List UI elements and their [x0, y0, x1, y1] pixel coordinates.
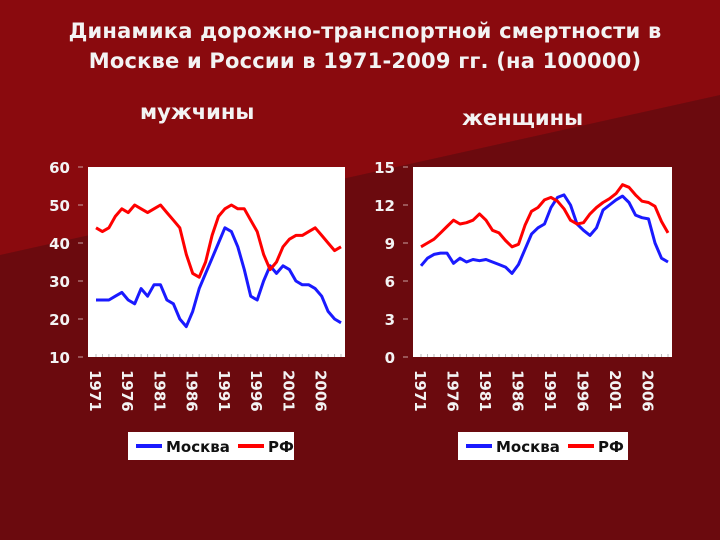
women-y-tick-label: 6 — [385, 273, 395, 291]
women-y-tick-label: 15 — [374, 159, 395, 177]
women-x-tick-label: 1991 — [541, 370, 559, 412]
women-x-tick-label: 2001 — [606, 370, 624, 412]
women-x-tick-label: 1971 — [411, 370, 429, 412]
men-x-tick-label: 1976 — [118, 370, 136, 412]
men-chart-title: мужчины — [140, 100, 255, 124]
men-series-moscow-line — [96, 226, 342, 329]
men-y-tick-label: 10 — [49, 349, 70, 367]
men-series-russia-line — [95, 203, 342, 279]
women-series-moscow-line — [419, 193, 669, 275]
men-x-tick-label: 1981 — [150, 370, 168, 412]
men-x-tick-label: 1986 — [183, 370, 201, 412]
women-y-tick-label: 12 — [374, 197, 395, 215]
women-y-tick-label: 0 — [385, 349, 395, 367]
men-y-tick-label: 60 — [49, 159, 70, 177]
women-x-tick-label: 2006 — [639, 370, 657, 412]
women-legend-label-moscow: Москва — [496, 438, 560, 456]
women-chart-title: женщины — [462, 106, 584, 130]
women-x-tick-label: 1981 — [476, 370, 494, 412]
men-x-tick-label: 1991 — [215, 370, 233, 412]
men-legend-label-russia: РФ — [268, 438, 294, 456]
women-y-tick-label: 9 — [385, 235, 395, 253]
slide-title: Динамика дорожно-транспортной смертности… — [30, 16, 700, 76]
women-legend-label-russia: РФ — [598, 438, 624, 456]
women-x-tick-label: 1976 — [444, 370, 462, 412]
men-y-tick-label: 30 — [49, 273, 70, 291]
women-y-tick-label: 3 — [385, 311, 395, 329]
title-line-1: Динамика дорожно-транспортной смертности… — [68, 19, 662, 43]
title-line-2: Москве и России в 1971-2009 гг. (на 1000… — [88, 49, 642, 73]
men-x-tick-label: 1996 — [247, 370, 265, 412]
women-x-tick-label: 1996 — [574, 370, 592, 412]
men-x-tick-label: 1971 — [86, 370, 104, 412]
men-y-tick-label: 40 — [49, 235, 70, 253]
women-x-tick-label: 1986 — [509, 370, 527, 412]
men-x-tick-label: 2001 — [279, 370, 297, 412]
men-legend-label-moscow: Москва — [166, 438, 230, 456]
men-y-tick-label: 20 — [49, 311, 70, 329]
women-series-russia-line — [420, 183, 670, 249]
men-plot-area — [88, 167, 345, 357]
men-y-tick-label: 50 — [49, 197, 70, 215]
men-x-tick-label: 2006 — [312, 370, 330, 412]
